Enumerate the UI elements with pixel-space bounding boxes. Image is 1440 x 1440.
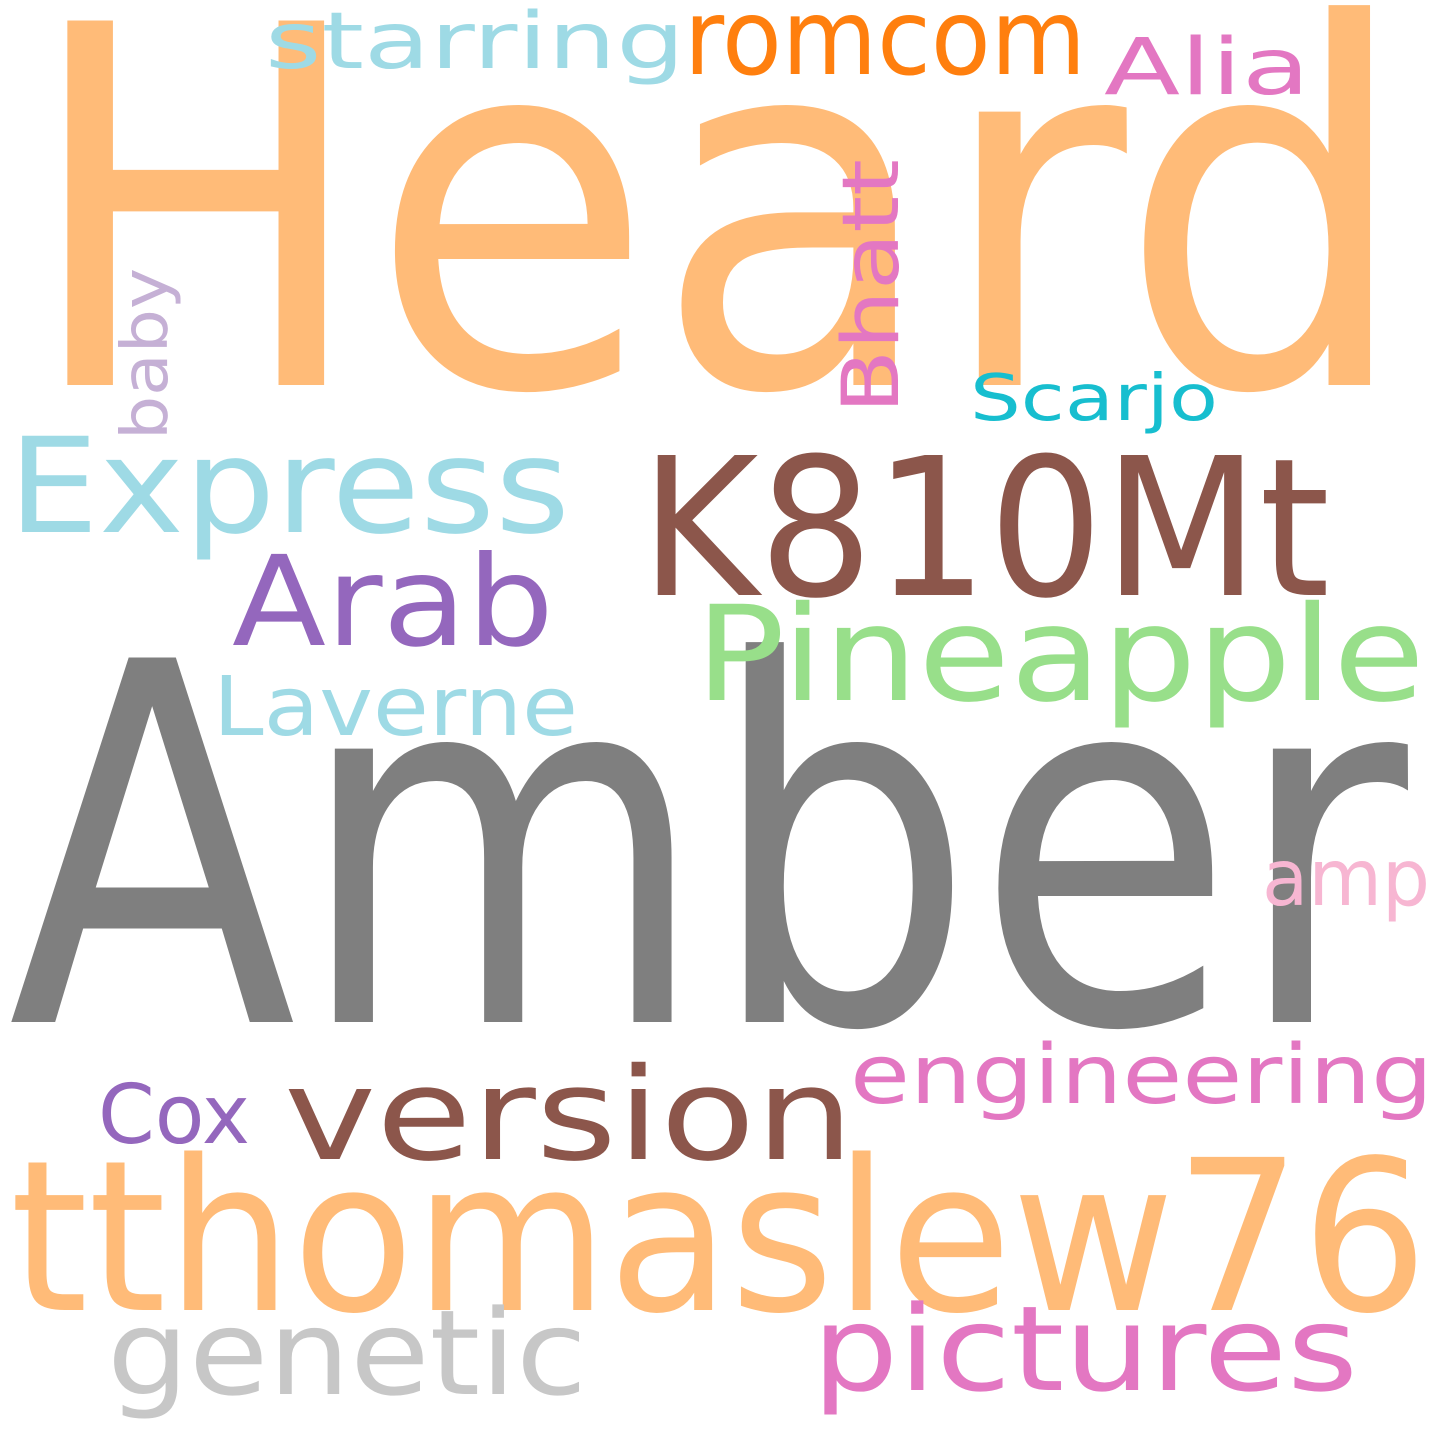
- word-baby: baby: [109, 268, 183, 440]
- word-engineering: engineering: [850, 1028, 1433, 1123]
- word-version: version: [284, 1041, 854, 1190]
- word-heard: Heard: [22, 0, 1412, 503]
- word-pineapple: Pineapple: [695, 578, 1425, 732]
- word-pictures: pictures: [812, 1280, 1358, 1418]
- word-romcom: romcom: [684, 0, 1086, 99]
- word-scarjo: Scarjo: [970, 362, 1218, 436]
- word-laverne: Laverne: [213, 660, 578, 755]
- word-genetic: genetic: [107, 1284, 587, 1422]
- word-amp: amp: [1262, 834, 1430, 924]
- word-cox: Cox: [98, 1068, 250, 1163]
- word-k810mt: K810Mt: [640, 418, 1330, 641]
- word-bhatt: Bhatt: [827, 159, 917, 414]
- word-amber: Amber: [8, 558, 1413, 1140]
- word-starring: starring: [265, 0, 685, 87]
- word-alia: Alia: [1104, 23, 1310, 113]
- word-arab: Arab: [232, 530, 554, 675]
- word-express: Express: [8, 410, 570, 564]
- word-tthomaslew76: tthomaslew76: [10, 1115, 1428, 1360]
